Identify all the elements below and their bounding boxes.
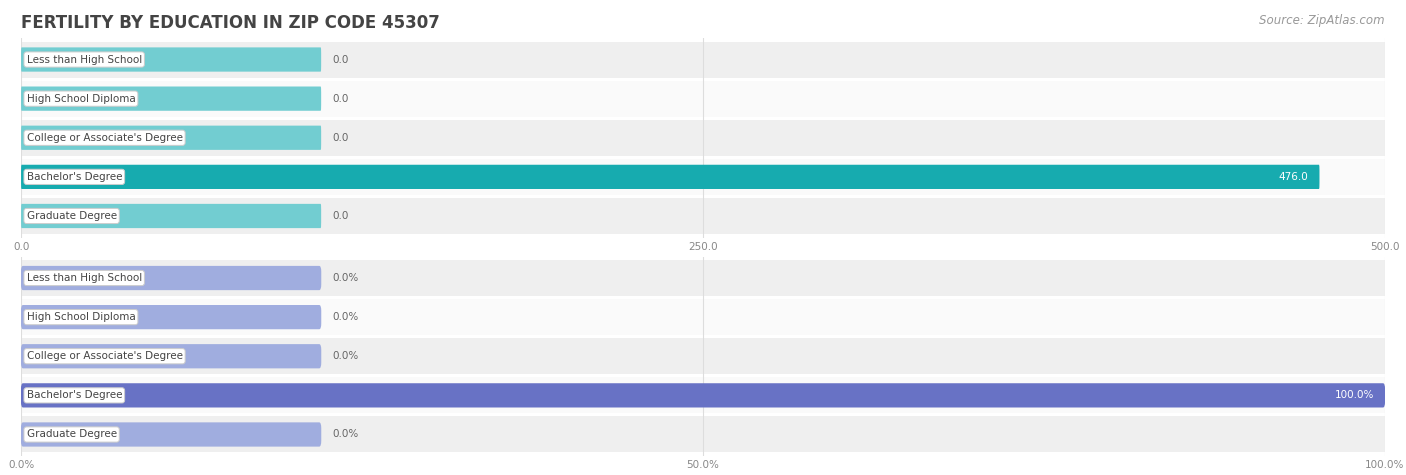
Text: 0.0%: 0.0% xyxy=(332,273,359,283)
FancyBboxPatch shape xyxy=(21,198,1385,234)
Text: Graduate Degree: Graduate Degree xyxy=(27,429,117,439)
FancyBboxPatch shape xyxy=(21,417,1385,453)
FancyBboxPatch shape xyxy=(21,377,1385,413)
FancyBboxPatch shape xyxy=(21,81,1385,117)
FancyBboxPatch shape xyxy=(21,159,1385,195)
Text: 0.0: 0.0 xyxy=(332,55,349,65)
FancyBboxPatch shape xyxy=(21,204,321,228)
Text: 476.0: 476.0 xyxy=(1279,172,1309,182)
FancyBboxPatch shape xyxy=(21,165,1319,189)
Text: College or Associate's Degree: College or Associate's Degree xyxy=(27,351,183,361)
FancyBboxPatch shape xyxy=(21,125,321,150)
FancyBboxPatch shape xyxy=(21,383,1385,408)
FancyBboxPatch shape xyxy=(21,266,321,290)
FancyBboxPatch shape xyxy=(21,48,321,72)
FancyBboxPatch shape xyxy=(21,41,1385,77)
Text: 0.0%: 0.0% xyxy=(332,351,359,361)
Text: 0.0: 0.0 xyxy=(332,133,349,143)
Text: Bachelor's Degree: Bachelor's Degree xyxy=(27,172,122,182)
Text: 0.0: 0.0 xyxy=(332,94,349,104)
Text: Source: ZipAtlas.com: Source: ZipAtlas.com xyxy=(1260,14,1385,27)
Text: High School Diploma: High School Diploma xyxy=(27,94,135,104)
Text: High School Diploma: High School Diploma xyxy=(27,312,135,322)
FancyBboxPatch shape xyxy=(21,344,321,369)
Text: Less than High School: Less than High School xyxy=(27,273,142,283)
Text: Bachelor's Degree: Bachelor's Degree xyxy=(27,390,122,400)
FancyBboxPatch shape xyxy=(21,120,1385,156)
FancyBboxPatch shape xyxy=(21,338,1385,374)
FancyBboxPatch shape xyxy=(21,305,321,329)
Text: FERTILITY BY EDUCATION IN ZIP CODE 45307: FERTILITY BY EDUCATION IN ZIP CODE 45307 xyxy=(21,14,440,32)
FancyBboxPatch shape xyxy=(21,86,321,111)
FancyBboxPatch shape xyxy=(21,299,1385,335)
FancyBboxPatch shape xyxy=(21,422,321,446)
Text: 100.0%: 100.0% xyxy=(1334,390,1374,400)
Text: Less than High School: Less than High School xyxy=(27,55,142,65)
Text: 0.0: 0.0 xyxy=(332,211,349,221)
Text: College or Associate's Degree: College or Associate's Degree xyxy=(27,133,183,143)
FancyBboxPatch shape xyxy=(21,260,1385,296)
Text: 0.0%: 0.0% xyxy=(332,312,359,322)
Text: 0.0%: 0.0% xyxy=(332,429,359,439)
Text: Graduate Degree: Graduate Degree xyxy=(27,211,117,221)
